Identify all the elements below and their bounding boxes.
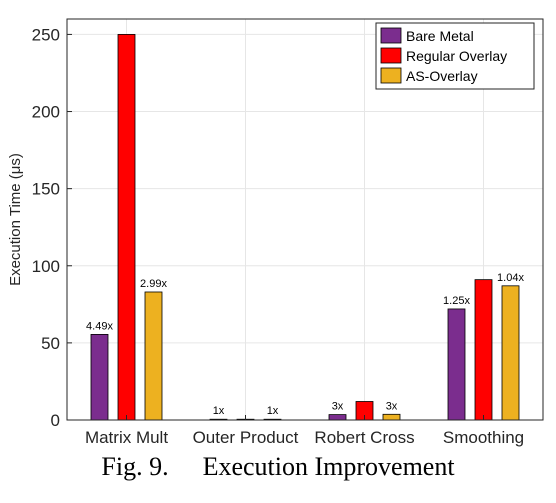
y-tick-label: 50 [41,334,60,353]
bar-data-label: 3x [386,400,398,412]
x-tick-label: Robert Cross [314,428,414,447]
y-tick-label: 150 [32,180,60,199]
y-tick-label: 250 [32,25,60,44]
x-axis-ticks: Matrix Mult Outer Product Robert Cross Smoo… [85,415,524,447]
plot-frame [66,18,544,421]
bar-labels: 4.49x 1x 3x 1.25x 2.99x 1x 3x 1.04x [86,272,524,417]
legend-swatch [380,27,402,44]
y-axis-ticks: 0 50 100 150 200 250 [32,25,72,430]
bar-data-label: 1x [213,405,225,417]
bar-data-label: 3x [332,401,344,413]
bar [117,34,136,421]
bar [144,291,163,421]
x-tick-label: Smoothing [443,428,524,447]
bar-data-label: 1x [267,405,279,417]
bars [90,34,520,421]
y-axis-label: Execution Time (μs) [7,153,24,286]
bar [382,413,401,421]
figure-caption: Fig. 9. Execution Improvement [0,452,556,482]
y-tick-label: 200 [32,103,60,122]
legend: Bare Metal Regular Overlay AS-Overlay [375,22,535,90]
bar [447,308,466,421]
bar-data-label: 1.25x [443,295,470,307]
bar-data-label: 1.04x [497,272,524,284]
legend-swatch [380,47,402,64]
bar [90,334,109,421]
bar-data-label: 4.49x [86,320,113,332]
y-tick-label: 100 [32,257,60,276]
legend-swatch [380,67,402,84]
caption-prefix: Fig. 9. [101,452,169,481]
legend-label: Bare Metal [406,28,474,44]
bar [328,414,347,421]
x-tick-label: Outer Product [193,428,299,447]
bar [501,285,520,421]
legend-box [375,22,535,90]
x-tick-label: Matrix Mult [85,428,168,447]
legend-label: AS-Overlay [406,68,478,84]
y-tick-label: 0 [51,411,60,430]
bar [474,279,493,421]
caption-title: Execution Improvement [202,452,455,481]
legend-label: Regular Overlay [406,48,507,64]
bar-data-label: 2.99x [140,278,167,290]
